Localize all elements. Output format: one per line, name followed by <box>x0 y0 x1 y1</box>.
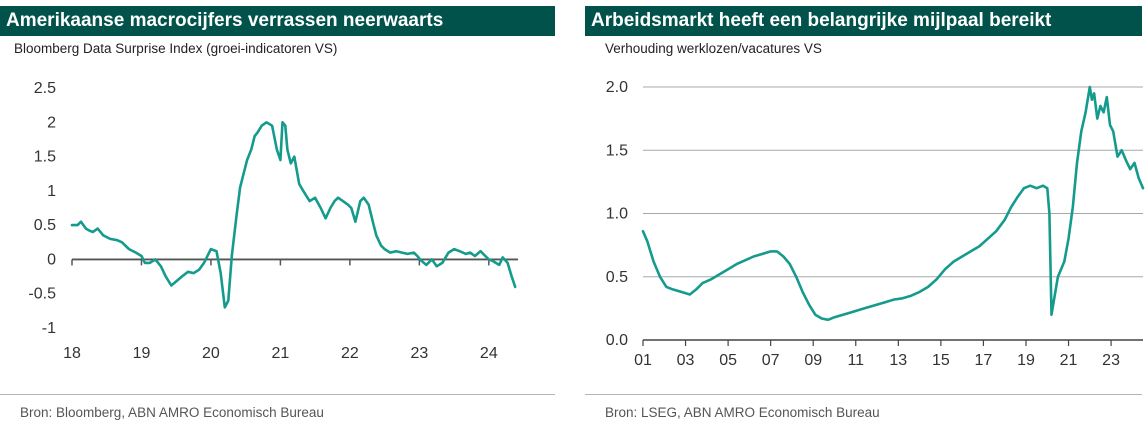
y-tick-label: 2.5 <box>34 80 56 97</box>
right-chart-source: Bron: LSEG, ABN AMRO Economisch Bureau <box>605 405 880 420</box>
y-tick-label: -1 <box>42 320 56 337</box>
x-tick-label: 24 <box>480 345 498 362</box>
left-chart-panel: Amerikaanse macrocijfers verrassen neerw… <box>0 0 555 427</box>
left-chart-title: Amerikaanse macrocijfers verrassen neerw… <box>0 6 555 36</box>
x-tick-label: 21 <box>272 345 290 362</box>
left-chart-plot: 18 19 20 21 22 23 24 -1 -0.5 0 0.5 1 1.5 2 2.5 <box>28 80 518 362</box>
x-tick-label: 07 <box>762 352 780 369</box>
x-tick-label: 21 <box>1060 352 1078 369</box>
x-tick-label: 03 <box>677 352 695 369</box>
x-tick-label: 11 <box>847 352 864 369</box>
y-tick-label: 1 <box>47 183 56 200</box>
y-tick-label: 0.0 <box>606 332 628 349</box>
x-tick-label: 13 <box>889 352 907 369</box>
right-chart-plot: 01 03 05 07 09 11 13 15 17 19 21 23 0.0 0.5 1.0 1.5 2.0 <box>606 79 1145 369</box>
right-source-divider <box>585 394 1142 395</box>
y-tick-label: -0.5 <box>28 286 56 303</box>
left-chart-subtitle: Bloomberg Data Surprise Index (groei-ind… <box>14 41 338 56</box>
y-tick-label: 1.0 <box>606 206 628 223</box>
series-line <box>641 85 1145 322</box>
y-tick-label: 0.5 <box>34 217 56 234</box>
y-tick-label: 1.5 <box>34 149 56 166</box>
x-tick-label: 01 <box>634 352 652 369</box>
series-line <box>70 120 517 309</box>
y-tick-label: 2 <box>47 114 56 131</box>
x-tick-label: 22 <box>341 345 359 362</box>
x-tick-label: 15 <box>932 352 950 369</box>
right-chart-subtitle: Verhouding werklozen/vacatures VS <box>605 41 822 56</box>
x-tick-label: 09 <box>804 352 822 369</box>
x-tick-label: 18 <box>63 345 81 362</box>
y-tick-label: 0 <box>47 251 56 268</box>
x-tick-label: 23 <box>410 345 428 362</box>
x-tick-label: 20 <box>202 345 220 362</box>
x-tick-label: 23 <box>1102 352 1120 369</box>
x-tick-label: 19 <box>133 345 151 362</box>
y-tick-label: 2.0 <box>606 79 628 96</box>
x-tick-label: 19 <box>1017 352 1035 369</box>
x-tick-label: 05 <box>719 352 737 369</box>
y-tick-label: 0.5 <box>606 269 628 286</box>
right-chart-title: Arbeidsmarkt heeft een belangrijke mijlp… <box>585 6 1142 36</box>
right-chart-panel: Arbeidsmarkt heeft een belangrijke mijlp… <box>585 0 1146 427</box>
x-tick-label: 17 <box>975 352 993 369</box>
y-tick-label: 1.5 <box>606 142 628 159</box>
left-source-divider <box>0 394 555 395</box>
left-chart-source: Bron: Bloomberg, ABN AMRO Economisch Bur… <box>20 405 324 420</box>
